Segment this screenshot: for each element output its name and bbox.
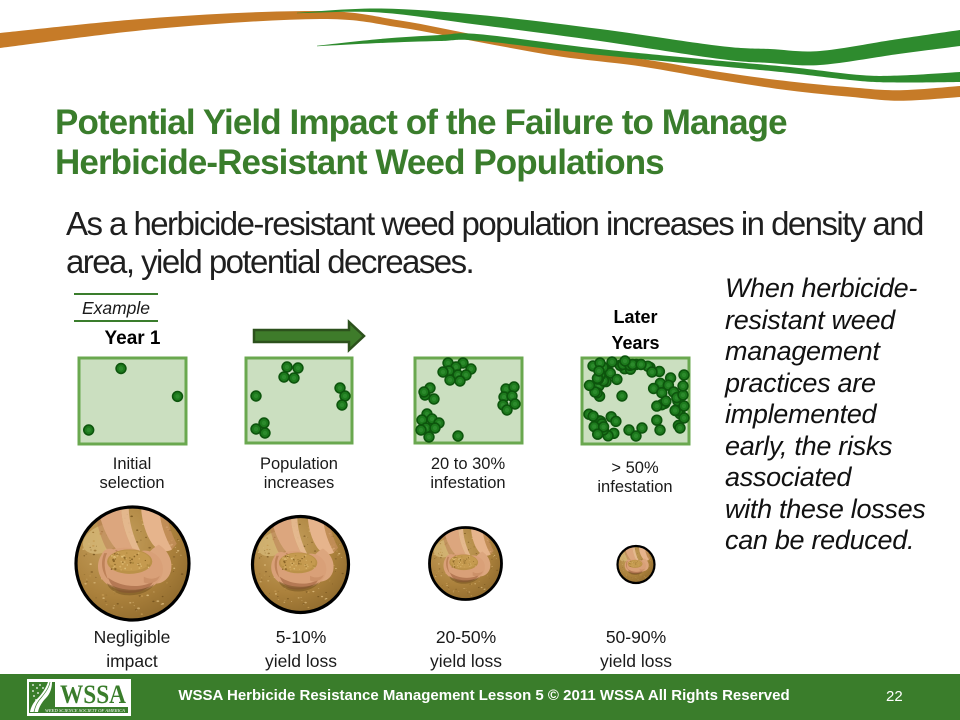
svg-text:WEED SCIENCE SOCIETY OF AMERIC: WEED SCIENCE SOCIETY OF AMERICA	[45, 708, 125, 713]
svg-text:WSSA: WSSA	[60, 680, 126, 709]
